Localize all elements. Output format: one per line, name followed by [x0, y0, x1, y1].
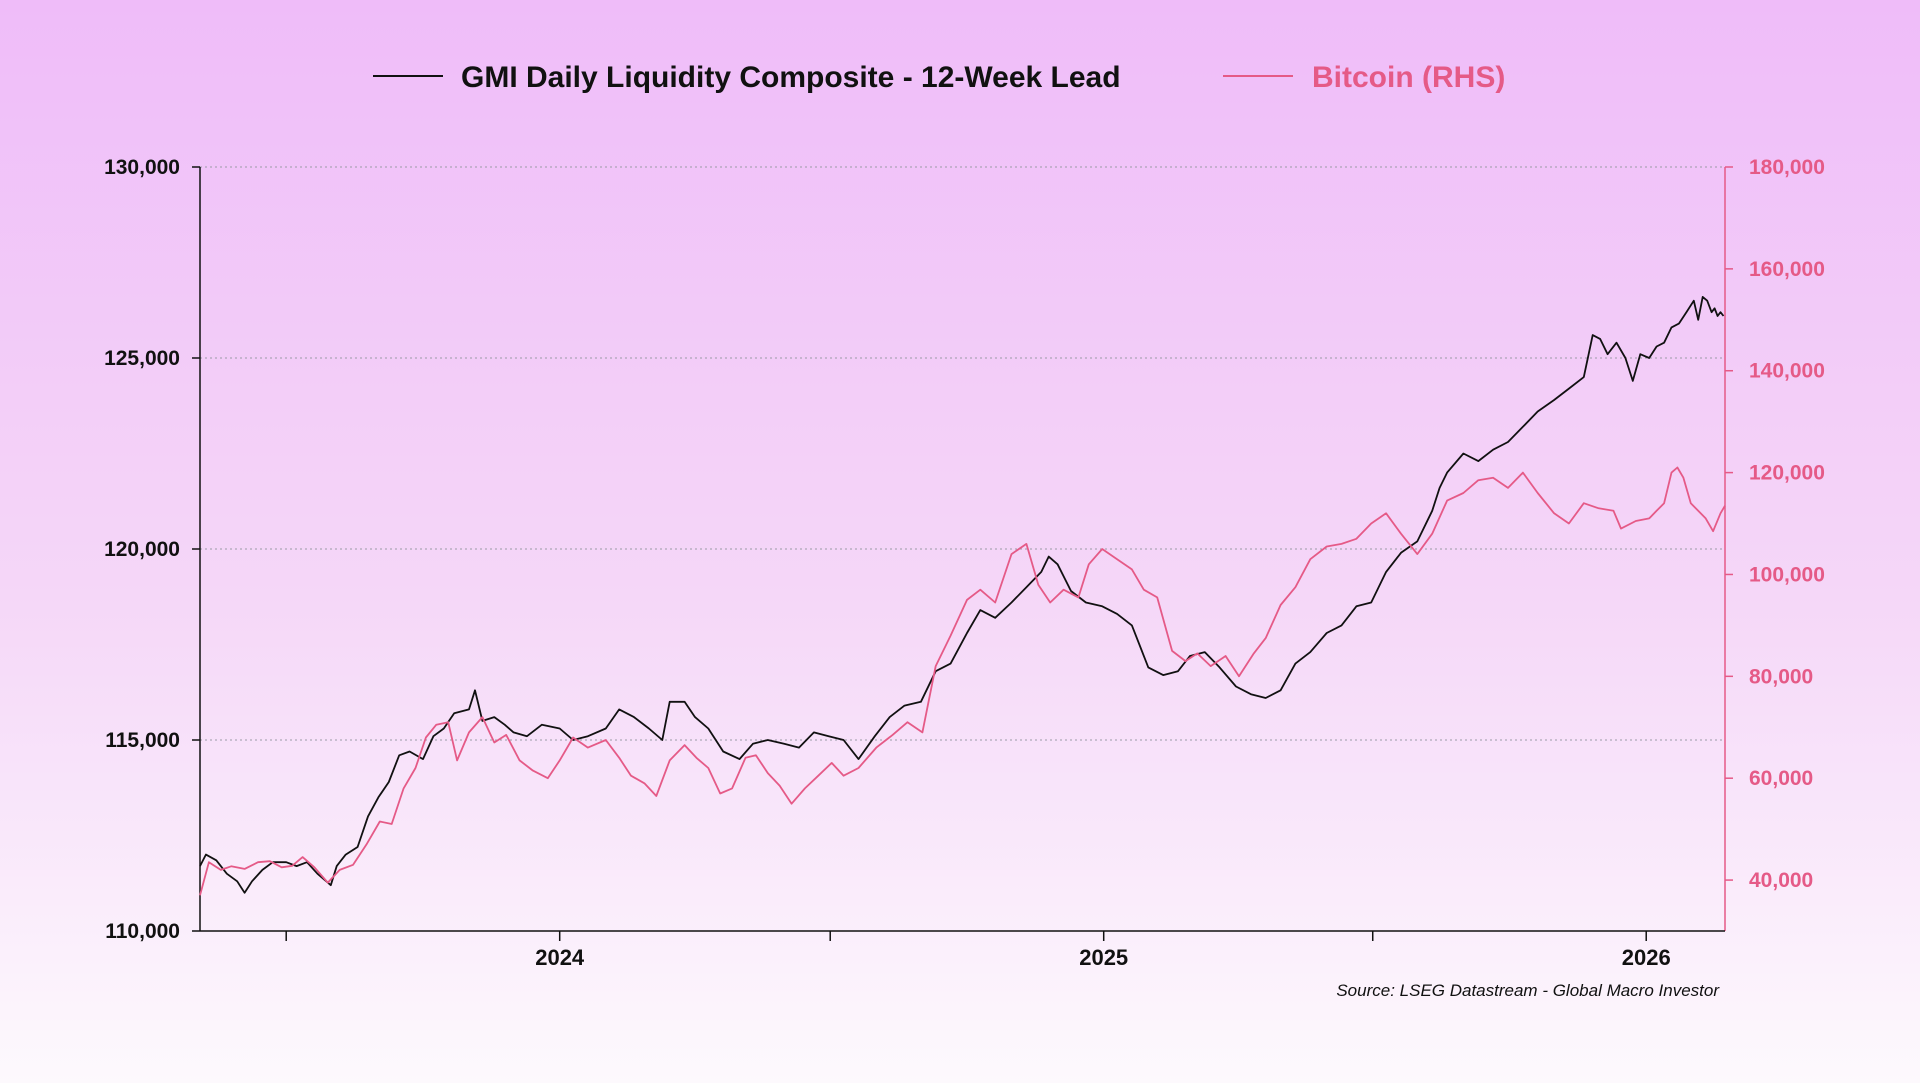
- x-tick-label: 2026: [1622, 945, 1671, 970]
- series-lines: [199, 296, 1726, 896]
- right-tick-label: 100,000: [1749, 563, 1825, 586]
- left-tick-label: 120,000: [104, 538, 180, 561]
- x-tick-label: 2024: [535, 945, 585, 970]
- series-line-liquidity: [199, 296, 1725, 894]
- right-tick-label: 140,000: [1749, 360, 1825, 383]
- left-tick-label: 130,000: [104, 156, 180, 179]
- right-tick-label: 60,000: [1749, 767, 1813, 790]
- left-tick-label: 115,000: [105, 729, 180, 752]
- legend-label-liquidity: GMI Daily Liquidity Composite - 12-Week …: [461, 61, 1121, 94]
- legend: GMI Daily Liquidity Composite - 12-Week …: [373, 61, 1505, 94]
- right-tick-label: 180,000: [1749, 156, 1825, 179]
- right-tick-label: 160,000: [1749, 258, 1825, 281]
- series-line-bitcoin: [199, 466, 1726, 896]
- x-tick-label: 2025: [1079, 945, 1128, 970]
- left-tick-label: 110,000: [105, 920, 180, 943]
- left-axis-ticks: 110,000 115,000 120,000 125,000 130,000: [104, 156, 200, 943]
- right-tick-label: 80,000: [1749, 665, 1813, 688]
- right-axis-ticks: 40,000 60,000 80,000 100,000 120,000 140,000 1…: [1725, 156, 1825, 892]
- gridlines: [200, 166, 1725, 741]
- legend-label-bitcoin: Bitcoin (RHS): [1312, 61, 1505, 94]
- right-tick-label: 40,000: [1749, 869, 1813, 892]
- source-note: Source: LSEG Datastream - Global Macro I…: [1336, 981, 1720, 1000]
- left-tick-label: 125,000: [104, 347, 180, 370]
- x-axis-ticks: 2024 2025 2026: [285, 931, 1671, 970]
- right-tick-label: 120,000: [1749, 462, 1825, 485]
